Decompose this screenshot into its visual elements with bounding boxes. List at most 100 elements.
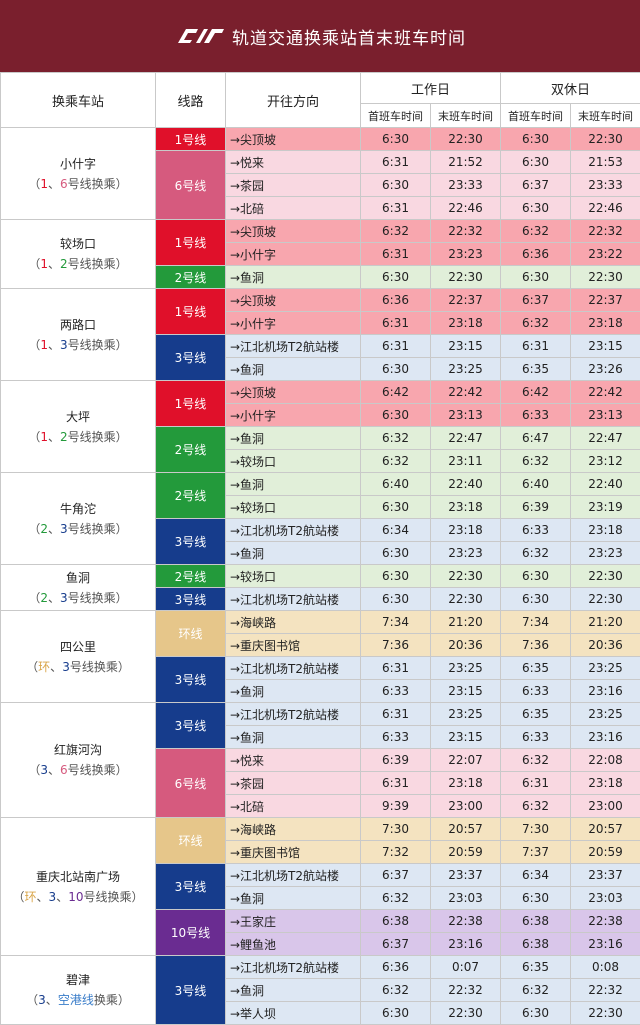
weekend-first-time: 6:39 xyxy=(501,496,571,519)
direction-cell: →鱼洞 xyxy=(226,726,361,749)
weekday-first-time: 6:32 xyxy=(361,450,431,473)
weekend-last-time: 22:30 xyxy=(571,266,640,289)
weekday-first-time: 6:30 xyxy=(361,128,431,151)
weekday-first-time: 7:36 xyxy=(361,634,431,657)
weekday-first-time: 6:30 xyxy=(361,266,431,289)
transfer-note-part: 3 xyxy=(40,763,48,777)
weekday-first-time: 6:30 xyxy=(361,542,431,565)
transfer-note-part: 2 xyxy=(40,522,48,536)
weekday-last-time: 22:30 xyxy=(431,588,501,611)
station-cell: 鱼洞（2、3号线换乘） xyxy=(1,565,156,611)
line-badge: 3号线 xyxy=(156,864,226,910)
direction-cell: →鱼洞 xyxy=(226,358,361,381)
weekend-last-time: 21:20 xyxy=(571,611,640,634)
direction-cell: →茶园 xyxy=(226,174,361,197)
transfer-note: （3、6号线换乘） xyxy=(1,760,155,780)
weekend-last-time: 23:25 xyxy=(571,703,640,726)
weekend-last-time: 23:26 xyxy=(571,358,640,381)
transfer-note-part: （ xyxy=(26,660,38,674)
station-name: 大坪 xyxy=(1,407,155,427)
direction-cell: →江北机场T2航站楼 xyxy=(226,588,361,611)
weekday-last-time: 23:16 xyxy=(431,933,501,956)
transfer-note-part: 2 xyxy=(60,430,68,444)
weekend-last-time: 22:08 xyxy=(571,749,640,772)
weekday-last-time: 20:36 xyxy=(431,634,501,657)
weekday-first-time: 6:34 xyxy=(361,519,431,542)
line-badge: 1号线 xyxy=(156,289,226,335)
weekend-last-time: 23:16 xyxy=(571,933,640,956)
weekday-last-time: 23:13 xyxy=(431,404,501,427)
weekday-last-time: 22:30 xyxy=(431,128,501,151)
transfer-note-part: 、 xyxy=(37,890,49,904)
weekday-last-time: 23:23 xyxy=(431,542,501,565)
station-cell: 牛角沱（2、3号线换乘） xyxy=(1,473,156,565)
weekday-last-time: 23:15 xyxy=(431,680,501,703)
weekend-first-time: 6:38 xyxy=(501,910,571,933)
transfer-note-part: （ xyxy=(28,763,40,777)
direction-cell: →较场口 xyxy=(226,450,361,473)
direction-cell: →尖顶坡 xyxy=(226,381,361,404)
transfer-note-part: 、 xyxy=(48,430,60,444)
weekend-first-time: 6:30 xyxy=(501,887,571,910)
line-badge: 3号线 xyxy=(156,703,226,749)
transfer-note-part: 2 xyxy=(40,591,48,605)
weekday-first-time: 6:30 xyxy=(361,565,431,588)
header-weekday: 工作日 xyxy=(361,73,501,104)
transfer-note-part: 环 xyxy=(38,660,50,674)
weekday-last-time: 22:38 xyxy=(431,910,501,933)
station-cell: 重庆北站南广场（环、3、10号线换乘） xyxy=(1,818,156,956)
transfer-note: （1、2号线换乘） xyxy=(1,254,155,274)
transfer-note-part: 1 xyxy=(40,338,48,352)
weekend-last-time: 23:18 xyxy=(571,312,640,335)
transfer-note-part: 、 xyxy=(48,522,60,536)
weekday-first-time: 6:37 xyxy=(361,864,431,887)
weekend-first-time: 6:30 xyxy=(501,151,571,174)
direction-cell: →北碚 xyxy=(226,197,361,220)
weekend-first-time: 6:33 xyxy=(501,404,571,427)
weekday-first-time: 6:30 xyxy=(361,496,431,519)
station-cell: 两路口（1、3号线换乘） xyxy=(1,289,156,381)
weekday-last-time: 22:47 xyxy=(431,427,501,450)
weekday-last-time: 22:40 xyxy=(431,473,501,496)
transfer-note-part: 3 xyxy=(60,338,68,352)
line-badge: 3号线 xyxy=(156,588,226,611)
line-badge: 6号线 xyxy=(156,151,226,220)
weekday-last-time: 23:18 xyxy=(431,519,501,542)
direction-cell: →重庆图书馆 xyxy=(226,634,361,657)
weekday-first-time: 6:30 xyxy=(361,404,431,427)
transfer-note: （3、空港线换乘） xyxy=(1,990,155,1010)
weekday-first-time: 9:39 xyxy=(361,795,431,818)
transfer-note-part: （ xyxy=(28,522,40,536)
weekend-first-time: 6:30 xyxy=(501,128,571,151)
weekend-first-time: 7:36 xyxy=(501,634,571,657)
weekday-last-time: 22:30 xyxy=(431,565,501,588)
weekend-first-time: 6:31 xyxy=(501,335,571,358)
transfer-note-part: 号线换乘） xyxy=(68,430,128,444)
line-badge: 2号线 xyxy=(156,473,226,519)
weekday-last-time: 23:37 xyxy=(431,864,501,887)
transfer-note-part: 6 xyxy=(60,177,68,191)
weekend-first-time: 6:35 xyxy=(501,657,571,680)
direction-cell: →海峡路 xyxy=(226,611,361,634)
transfer-note: （1、2号线换乘） xyxy=(1,427,155,447)
line-badge: 3号线 xyxy=(156,335,226,381)
transfer-note-part: 号线换乘） xyxy=(68,591,128,605)
weekend-last-time: 23:25 xyxy=(571,657,640,680)
transfer-note-part: 号线换乘） xyxy=(68,257,128,271)
weekday-first-time: 6:30 xyxy=(361,1002,431,1025)
direction-cell: →鱼洞 xyxy=(226,887,361,910)
transfer-note-part: 号线换乘） xyxy=(68,522,128,536)
weekend-first-time: 7:30 xyxy=(501,818,571,841)
weekend-last-time: 23:22 xyxy=(571,243,640,266)
line-badge: 1号线 xyxy=(156,381,226,427)
weekday-last-time: 23:00 xyxy=(431,795,501,818)
transfer-note-part: 3 xyxy=(60,591,68,605)
transfer-note-part: （ xyxy=(13,890,25,904)
direction-cell: →鱼洞 xyxy=(226,680,361,703)
weekday-first-time: 6:31 xyxy=(361,657,431,680)
header-weekend: 双休日 xyxy=(501,73,640,104)
direction-cell: →鱼洞 xyxy=(226,427,361,450)
